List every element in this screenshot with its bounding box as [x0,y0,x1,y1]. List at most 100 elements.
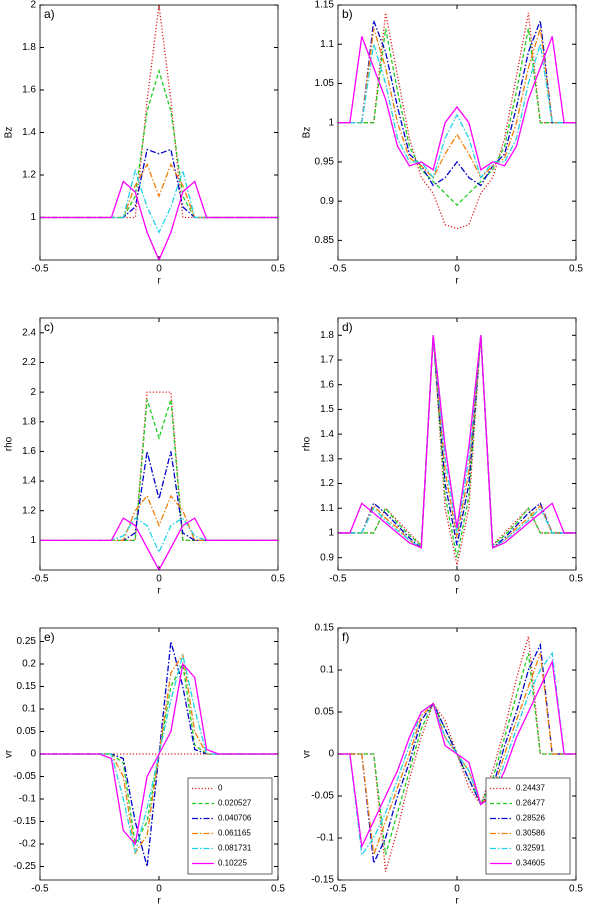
y-axis-label: Bz [302,127,313,139]
y-tick-label: 1.1 [320,39,334,50]
y-axis-label: rho [4,436,15,451]
x-axis-label: r [455,276,459,287]
y-tick-label: 0.25 [17,636,37,647]
plot-frame [39,317,279,571]
x-tick-label: 0 [454,884,460,895]
panel: -0.5 0 0.5 1 1.2 1.4 1.6 1.8 2 a) r Bz [4,0,286,287]
x-tick-label: 0.5 [569,884,583,895]
series-group [40,391,278,570]
legend-label: 0.020527 [218,799,252,808]
x-tick-label: 0 [156,574,162,585]
series-line [338,335,576,566]
series-line [338,44,576,180]
plot-frame [337,317,577,571]
panel-label: f) [342,630,349,644]
y-tick-label: -0.2 [19,839,37,850]
y-tick-label: 1.2 [22,170,36,181]
panel-label: c) [44,320,54,334]
y-tick-label: 2.4 [22,327,36,338]
series-group [40,641,278,867]
y-tick-label: 0 [328,749,334,760]
plot-frame [39,627,279,881]
y-tick-label: 0.15 [17,681,37,692]
y-tick-label: 1.8 [320,330,334,341]
panel-label: b) [342,7,353,21]
legend-label: 0.34605 [516,859,545,868]
series-line [338,28,576,206]
x-tick-label: -0.5 [31,574,49,585]
y-tick-label: 1.5 [320,404,334,415]
legend: 0.24437 0.26477 0.28526 0.30586 0.32591 0.346… [485,777,571,875]
y-tick-label: 1.6 [22,85,36,96]
y-tick-label: 1.7 [320,355,334,366]
x-axis-label: r [157,276,161,287]
y-tick-label: 0.9 [320,196,334,207]
legend-box [187,777,273,875]
series-line [338,20,576,187]
y-tick-label: 1.2 [22,505,36,516]
series-line [338,335,576,550]
x-tick-label: -0.5 [31,884,49,895]
series-group [338,636,576,872]
y-tick-label: 1 [30,212,36,223]
series-group [338,335,576,566]
series-group [338,12,576,230]
x-tick-label: -0.5 [329,264,347,275]
x-tick-label: 0 [454,264,460,275]
x-axis-label: r [455,896,459,907]
panel: -0.5 0 0.5-0.25-0.2-0.15-0.1-0.0500.050.10… [4,627,285,907]
y-tick-label: 2 [30,0,36,11]
legend-box [485,777,571,875]
legend-label: 0.081731 [218,844,252,853]
legend-label: 0.24437 [516,784,545,793]
legend-label: 0.30586 [516,829,545,838]
plot-area [338,5,576,260]
series-line [338,659,576,849]
series-line [40,662,278,846]
panel: -0.5 0 0.5 0.85 0.9 0.95 1 1.05 1.1 1.15 b) r Bz [302,0,584,287]
x-axis-label: r [157,896,161,907]
plot-frame [337,627,577,881]
y-axis-label: rho [302,436,313,451]
plot-area [40,318,278,570]
legend-label: 0.10225 [218,859,247,868]
y-tick-label: 1.8 [22,42,36,53]
y-tick-label: 0.05 [315,707,335,718]
y-tick-label: -0.25 [13,861,36,872]
x-tick-label: 0.5 [271,264,285,275]
y-tick-label: 1 [328,528,334,539]
plot-area [40,5,278,260]
panel-label: d) [342,320,353,334]
y-axis-label: vr [302,749,313,758]
series-line [338,651,576,857]
x-tick-label: 0.5 [569,574,583,585]
y-tick-label: -0.15 [13,816,36,827]
y-tick-label: 0 [30,749,36,760]
legend-label: 0.040706 [218,814,252,823]
y-tick-label: 1.8 [22,416,36,427]
y-axis-label: vr [4,749,15,758]
y-tick-label: 1.4 [22,127,36,138]
legend: 0 0.020527 0.040706 0.061165 0.081731 0.10225 [187,777,273,875]
panel: -0.5 0 0.5 -0.15 -0.1 -0.05 0 0.05 0.1 0.15 f) r vr 0… [302,623,584,907]
y-tick-label: 0.2 [22,659,36,670]
series-line [338,335,576,558]
legend-label: 0 [218,784,223,793]
x-tick-label: 0 [156,884,162,895]
x-tick-label: 0.5 [271,884,285,895]
series-group [40,5,278,260]
y-tick-label: 1.2 [320,478,334,489]
y-tick-label: 1 [328,117,334,128]
plot-frame [337,4,577,261]
series-line [40,517,278,570]
y-tick-label: 0.05 [17,726,37,737]
y-tick-label: 0.85 [315,235,335,246]
legend-label: 0.061165 [218,829,251,838]
series-line [338,335,576,549]
series-line [338,335,576,549]
y-tick-label: 0.1 [22,704,36,715]
y-tick-label: -0.15 [311,875,334,886]
x-tick-label: -0.5 [31,264,49,275]
y-tick-label: 0.1 [320,665,334,676]
